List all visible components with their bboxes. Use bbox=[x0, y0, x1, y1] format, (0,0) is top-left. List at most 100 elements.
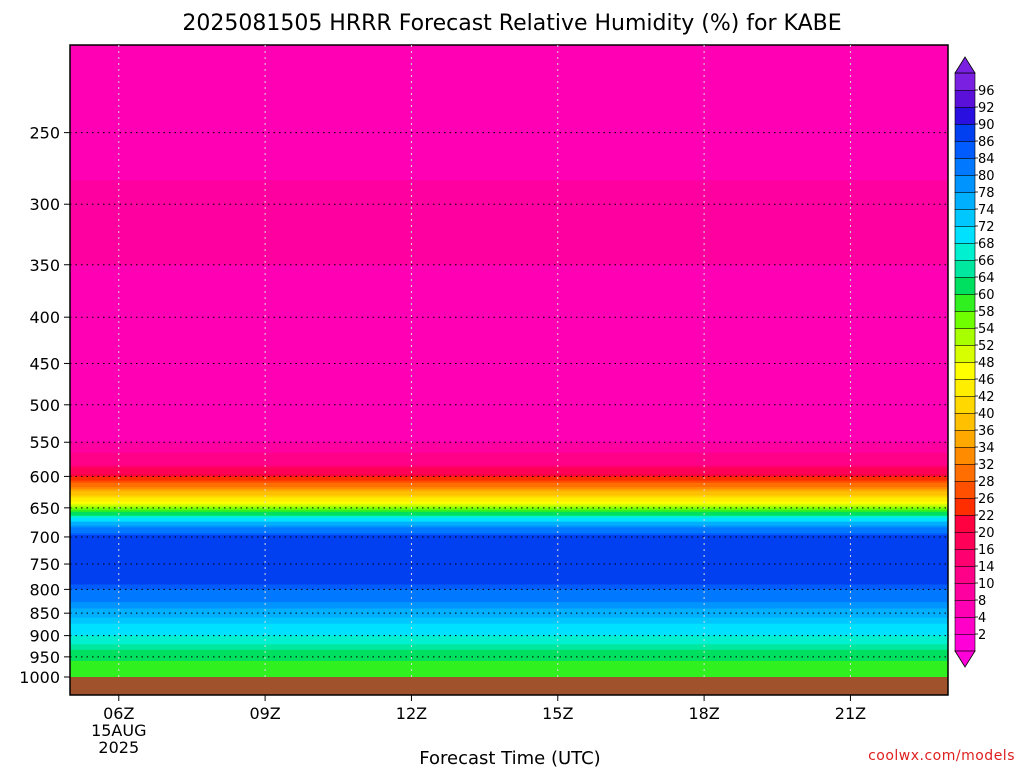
colorbar-swatch bbox=[954, 225, 976, 244]
heatmap-cell bbox=[70, 555, 948, 560]
heatmap-cell bbox=[70, 521, 948, 525]
colorbar-tick-label: 46 bbox=[978, 373, 995, 388]
heatmap-cell bbox=[70, 417, 948, 425]
colorbar-swatch bbox=[954, 276, 976, 295]
colorbar-swatch bbox=[954, 514, 976, 533]
heatmap-cell bbox=[70, 363, 948, 371]
heatmap-cell bbox=[70, 562, 948, 567]
colorbar-tick-label: 20 bbox=[978, 526, 995, 541]
heatmap-cell bbox=[70, 598, 948, 603]
colorbar-tick-label: 64 bbox=[978, 271, 995, 286]
heatmap-cell bbox=[70, 423, 948, 431]
colorbar-over-arrow bbox=[954, 56, 976, 74]
heatmap-cell bbox=[70, 445, 948, 450]
heatmap-cell bbox=[70, 505, 948, 509]
y-tick-label: 500 bbox=[29, 396, 60, 415]
heatmap-cell bbox=[70, 348, 948, 357]
heatmap-cell bbox=[70, 671, 948, 675]
heatmap-cell bbox=[70, 608, 948, 613]
colorbar-swatch bbox=[954, 480, 976, 499]
heatmap-cell bbox=[70, 517, 948, 521]
colorbar-swatch bbox=[954, 616, 976, 635]
heatmap-cell bbox=[70, 290, 948, 301]
heatmap-cell bbox=[70, 459, 948, 464]
heatmap-cell bbox=[70, 540, 948, 545]
heatmap-cell bbox=[70, 584, 948, 587]
heatmap-cell bbox=[70, 491, 948, 494]
heatmap-cell bbox=[70, 57, 948, 65]
heatmap-cell bbox=[70, 273, 948, 283]
heatmap-cell bbox=[70, 617, 948, 622]
heatmap-cell bbox=[70, 626, 948, 631]
colorbar-tick-label: 14 bbox=[978, 560, 995, 575]
heatmap-cell bbox=[70, 192, 948, 205]
x-tick-label: 21Z bbox=[835, 704, 866, 723]
colorbar-tick-label: 92 bbox=[978, 101, 995, 116]
heatmap-cell bbox=[70, 525, 948, 528]
colorbar-swatch bbox=[954, 89, 976, 108]
heatmap-cell bbox=[70, 668, 948, 673]
y-tick-label: 300 bbox=[29, 195, 60, 214]
heatmap-cell bbox=[70, 614, 948, 619]
heatmap-cell bbox=[70, 45, 948, 52]
colorbar-swatch bbox=[954, 395, 976, 414]
heatmap-cell bbox=[70, 299, 948, 309]
heatmap-cell bbox=[70, 592, 948, 597]
heatmap-cell bbox=[70, 581, 948, 584]
x-axis-label: Forecast Time (UTC) bbox=[419, 748, 600, 768]
colorbar-tick-label: 34 bbox=[978, 441, 995, 456]
heatmap-cell bbox=[70, 156, 948, 169]
heatmap-cell bbox=[70, 115, 948, 125]
colorbar-swatch bbox=[954, 174, 976, 193]
heatmap-cell bbox=[70, 465, 948, 469]
heatmap-cell bbox=[70, 391, 948, 399]
chart-title: 2025081505 HRRR Forecast Relative Humidi… bbox=[182, 11, 841, 36]
heatmap-cell bbox=[70, 620, 948, 625]
colorbar-tick-label: 96 bbox=[978, 84, 995, 99]
heatmap-cell bbox=[70, 623, 948, 628]
heatmap-cell bbox=[70, 204, 948, 215]
x-tick-label: 06Z bbox=[103, 704, 134, 723]
colorbar-tick-label: 26 bbox=[978, 492, 995, 507]
heatmap-cell bbox=[70, 214, 948, 225]
heatmap-cell bbox=[70, 499, 948, 503]
colorbar-swatch bbox=[954, 463, 976, 482]
heatmap-cell bbox=[70, 635, 948, 639]
grid bbox=[70, 45, 948, 677]
y-axis: 250 300 350 400 450 500 550 600 650 700 750 800 850 9… bbox=[19, 124, 70, 687]
y-tick-label: 550 bbox=[29, 433, 60, 452]
heatmap-cell bbox=[70, 605, 948, 610]
colorbar-under-arrow bbox=[954, 650, 976, 668]
heatmap-cell bbox=[70, 124, 948, 134]
heatmap-cell bbox=[70, 480, 948, 484]
colorbar-swatch bbox=[954, 633, 976, 652]
colorbar-tick-label: 16 bbox=[978, 543, 995, 558]
heatmap-cell bbox=[70, 471, 948, 475]
heatmap-cell bbox=[70, 632, 948, 637]
heatmap-cell bbox=[70, 558, 948, 563]
ground-area bbox=[70, 677, 948, 695]
colorbar-swatch bbox=[954, 565, 976, 584]
heatmap-cell bbox=[70, 397, 948, 406]
colorbar-swatch bbox=[954, 72, 976, 91]
heatmap-cell bbox=[70, 377, 948, 385]
plot-area bbox=[69, 44, 949, 696]
heatmap-cell bbox=[70, 536, 948, 542]
colorbar-tick-label: 78 bbox=[978, 186, 995, 201]
heatmap-cell bbox=[70, 436, 948, 443]
x-tick-label: 09Z bbox=[249, 704, 280, 723]
heatmap-cell bbox=[70, 519, 948, 523]
heatmap-cell bbox=[70, 467, 948, 471]
heatmap-cell bbox=[70, 478, 948, 482]
heatmap-cell bbox=[70, 489, 948, 492]
colorbar-swatch bbox=[954, 344, 976, 363]
x-tick-label: 15Z bbox=[542, 704, 573, 723]
colorbar-swatch bbox=[954, 548, 976, 567]
credit-text: coolwx.com/models bbox=[868, 748, 1015, 764]
heatmap-cell bbox=[70, 582, 948, 585]
heatmap-cell bbox=[70, 51, 948, 58]
heatmap-cell bbox=[70, 544, 948, 549]
heatmap-cell bbox=[70, 507, 948, 511]
x-tick-date: 15AUG bbox=[91, 721, 146, 740]
heatmap-cell bbox=[70, 168, 948, 181]
